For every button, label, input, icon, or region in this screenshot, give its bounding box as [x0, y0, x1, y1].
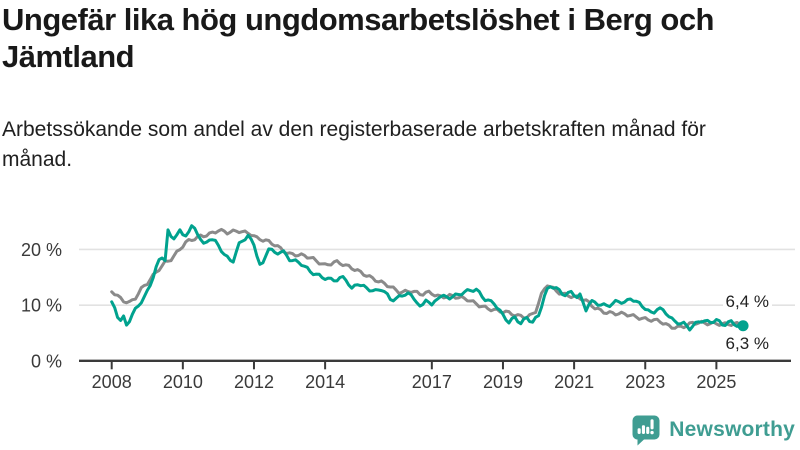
end-value-label-jamtland: 6,4 % [722, 292, 772, 312]
line-chart: 0 % 10 % 20 % 2008 2010 2012 2014 2017 2019 2021 2… [0, 205, 800, 410]
end-value-label-berg: 6,3 % [722, 334, 772, 354]
x-tick-label: 2023 [625, 372, 665, 392]
x-tick-label: 2010 [163, 372, 203, 392]
berg-line [110, 224, 745, 332]
berg-end-dot [737, 320, 749, 332]
y-tick-label: 20 % [21, 240, 62, 260]
brand-name: Newsworthy [669, 418, 795, 441]
x-tick-label: 2019 [483, 372, 523, 392]
x-tick-label: 2012 [234, 372, 274, 392]
line-chart-svg: 0 % 10 % 20 % 2008 2010 2012 2014 2017 2019 2021 2… [21, 224, 795, 392]
bar-chart-speech-bubble-icon [632, 415, 660, 446]
jamtland-line [110, 227, 745, 330]
x-tick-label: 2025 [696, 372, 736, 392]
x-tick-label: 2017 [412, 372, 452, 392]
x-tick-label: 2008 [92, 372, 132, 392]
x-tick-label: 2021 [554, 372, 594, 392]
newsworthy-logo[interactable]: Newsworthy [631, 414, 795, 446]
y-tick-label: 0 % [31, 351, 62, 371]
y-tick-label: 10 % [21, 296, 62, 316]
chart-subtitle: Arbetssökande som andel av den registerb… [2, 118, 706, 171]
chart-title: Ungefär lika hög ungdomsarbetslöshet i B… [2, 2, 715, 74]
x-tick-label: 2014 [305, 372, 345, 392]
